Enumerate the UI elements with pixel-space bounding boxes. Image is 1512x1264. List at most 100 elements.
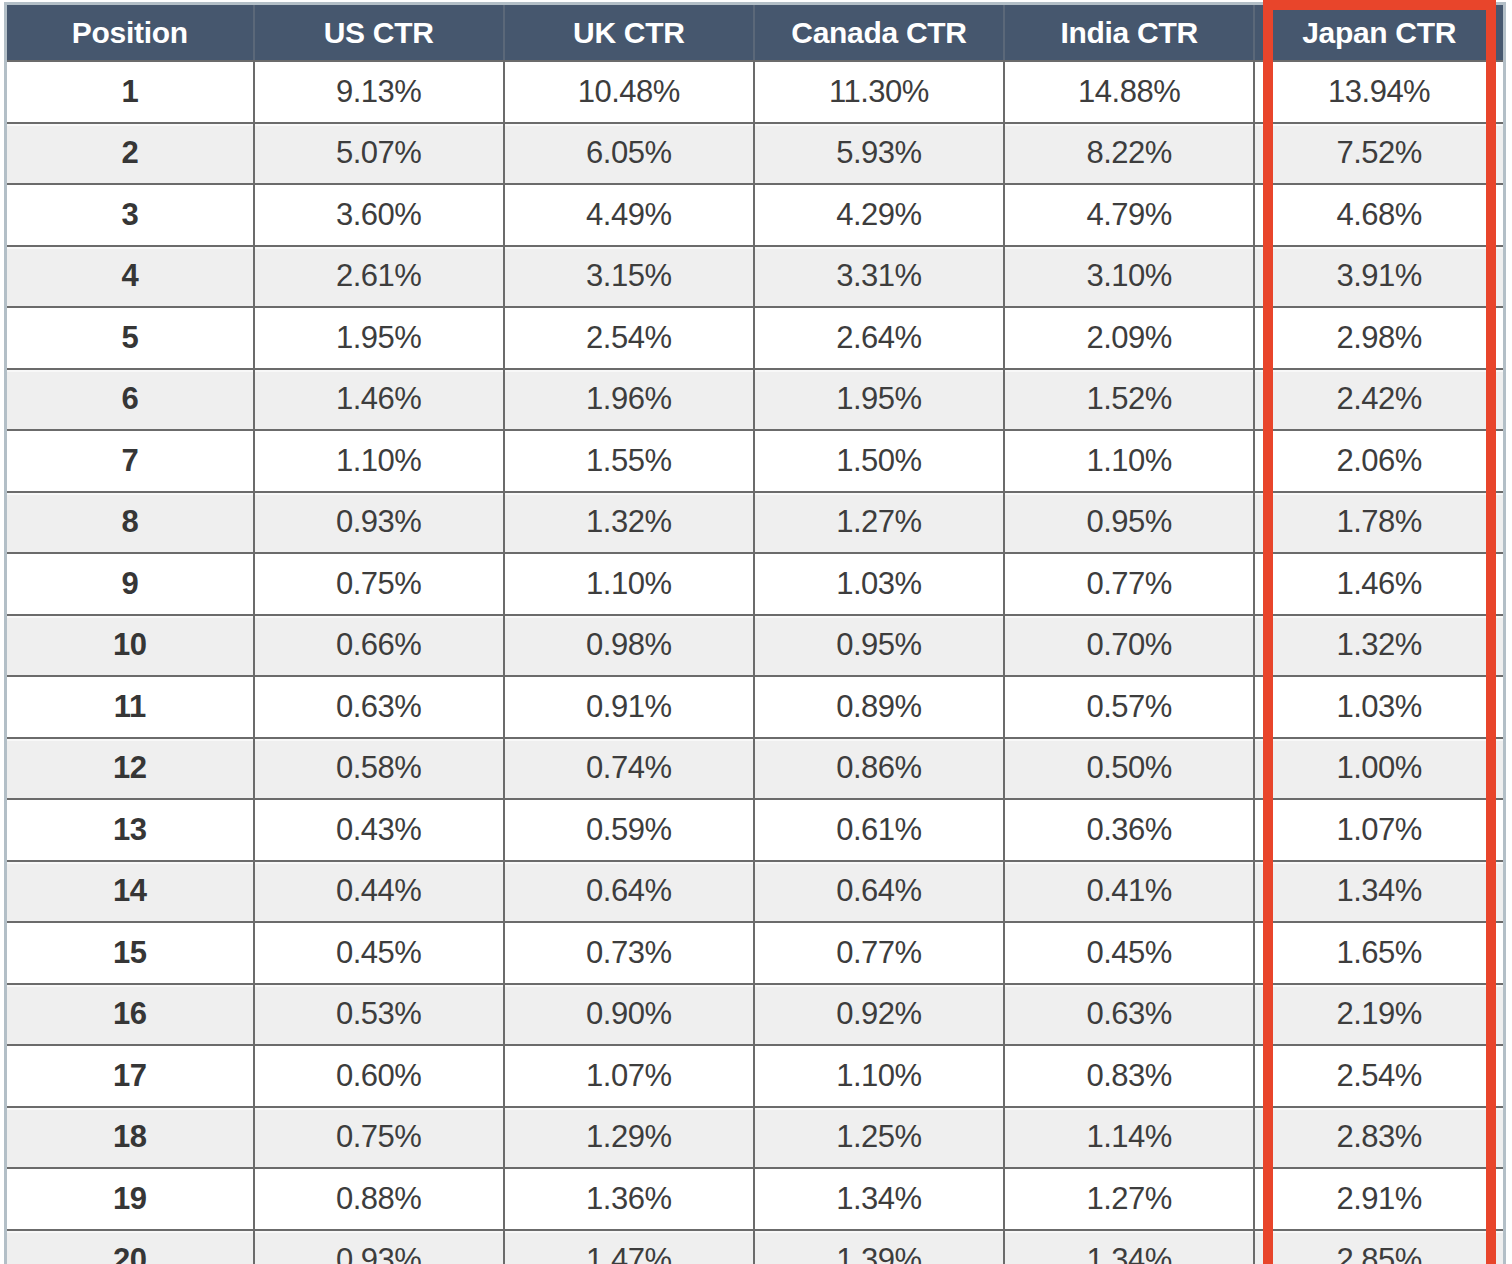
ctr-cell-us-ctr: 0.60% — [254, 1045, 504, 1107]
table-row: 160.53%0.90%0.92%0.63%2.19% — [6, 984, 1505, 1046]
ctr-cell-canada-ctr: 5.93% — [754, 123, 1004, 185]
ctr-cell-uk-ctr: 1.96% — [504, 369, 754, 431]
ctr-cell-us-ctr: 0.44% — [254, 861, 504, 923]
ctr-cell-uk-ctr: 0.98% — [504, 615, 754, 677]
ctr-cell-canada-ctr: 1.27% — [754, 492, 1004, 554]
ctr-cell-us-ctr: 0.45% — [254, 922, 504, 984]
ctr-cell-canada-ctr: 1.34% — [754, 1168, 1004, 1230]
ctr-cell-canada-ctr: 0.92% — [754, 984, 1004, 1046]
position-cell: 1 — [6, 61, 254, 123]
ctr-cell-india-ctr: 0.95% — [1004, 492, 1254, 554]
position-cell: 16 — [6, 984, 254, 1046]
table-row: 120.58%0.74%0.86%0.50%1.00% — [6, 738, 1505, 800]
ctr-cell-uk-ctr: 1.10% — [504, 553, 754, 615]
position-cell: 15 — [6, 922, 254, 984]
ctr-cell-india-ctr: 1.52% — [1004, 369, 1254, 431]
position-cell: 6 — [6, 369, 254, 431]
position-cell: 3 — [6, 184, 254, 246]
ctr-cell-canada-ctr: 1.95% — [754, 369, 1004, 431]
ctr-cell-canada-ctr: 1.25% — [754, 1107, 1004, 1169]
ctr-cell-us-ctr: 1.46% — [254, 369, 504, 431]
table-row: 19.13%10.48%11.30%14.88%13.94% — [6, 61, 1505, 123]
ctr-cell-india-ctr: 8.22% — [1004, 123, 1254, 185]
table-row: 190.88%1.36%1.34%1.27%2.91% — [6, 1168, 1505, 1230]
position-cell: 2 — [6, 123, 254, 185]
ctr-cell-canada-ctr: 1.03% — [754, 553, 1004, 615]
position-cell: 10 — [6, 615, 254, 677]
position-cell: 11 — [6, 676, 254, 738]
table-row: 100.66%0.98%0.95%0.70%1.32% — [6, 615, 1505, 677]
ctr-cell-india-ctr: 0.50% — [1004, 738, 1254, 800]
ctr-cell-us-ctr: 9.13% — [254, 61, 504, 123]
ctr-cell-canada-ctr: 0.77% — [754, 922, 1004, 984]
position-cell: 4 — [6, 246, 254, 308]
table-row: 51.95%2.54%2.64%2.09%2.98% — [6, 307, 1505, 369]
ctr-cell-japan-ctr: 1.00% — [1254, 738, 1504, 800]
position-cell: 14 — [6, 861, 254, 923]
ctr-cell-india-ctr: 0.41% — [1004, 861, 1254, 923]
position-cell: 13 — [6, 799, 254, 861]
table-row: 25.07%6.05%5.93%8.22%7.52% — [6, 123, 1505, 185]
ctr-cell-canada-ctr: 0.64% — [754, 861, 1004, 923]
table-row: 33.60%4.49%4.29%4.79%4.68% — [6, 184, 1505, 246]
ctr-cell-us-ctr: 0.88% — [254, 1168, 504, 1230]
ctr-cell-uk-ctr: 1.29% — [504, 1107, 754, 1169]
ctr-cell-uk-ctr: 0.59% — [504, 799, 754, 861]
ctr-cell-canada-ctr: 0.61% — [754, 799, 1004, 861]
page: PositionUS CTRUK CTRCanada CTRIndia CTRJ… — [0, 0, 1512, 1264]
ctr-cell-us-ctr: 0.43% — [254, 799, 504, 861]
ctr-cell-uk-ctr: 10.48% — [504, 61, 754, 123]
table-row: 71.10%1.55%1.50%1.10%2.06% — [6, 430, 1505, 492]
table-row: 150.45%0.73%0.77%0.45%1.65% — [6, 922, 1505, 984]
ctr-cell-japan-ctr: 2.83% — [1254, 1107, 1504, 1169]
position-cell: 17 — [6, 1045, 254, 1107]
ctr-cell-japan-ctr: 2.54% — [1254, 1045, 1504, 1107]
ctr-cell-canada-ctr: 0.86% — [754, 738, 1004, 800]
header-row: PositionUS CTRUK CTRCanada CTRIndia CTRJ… — [6, 4, 1505, 62]
ctr-cell-japan-ctr: 2.42% — [1254, 369, 1504, 431]
ctr-cell-canada-ctr: 2.64% — [754, 307, 1004, 369]
ctr-cell-uk-ctr: 0.74% — [504, 738, 754, 800]
position-cell: 8 — [6, 492, 254, 554]
ctr-cell-uk-ctr: 6.05% — [504, 123, 754, 185]
ctr-cell-japan-ctr: 13.94% — [1254, 61, 1504, 123]
ctr-cell-uk-ctr: 1.07% — [504, 1045, 754, 1107]
ctr-cell-japan-ctr: 4.68% — [1254, 184, 1504, 246]
ctr-cell-japan-ctr: 2.19% — [1254, 984, 1504, 1046]
ctr-cell-us-ctr: 5.07% — [254, 123, 504, 185]
ctr-cell-us-ctr: 0.75% — [254, 553, 504, 615]
ctr-cell-india-ctr: 0.70% — [1004, 615, 1254, 677]
ctr-cell-india-ctr: 1.34% — [1004, 1230, 1254, 1264]
ctr-cell-japan-ctr: 2.91% — [1254, 1168, 1504, 1230]
ctr-cell-us-ctr: 0.66% — [254, 615, 504, 677]
position-cell: 18 — [6, 1107, 254, 1169]
ctr-cell-us-ctr: 0.63% — [254, 676, 504, 738]
ctr-cell-canada-ctr: 1.10% — [754, 1045, 1004, 1107]
ctr-cell-uk-ctr: 3.15% — [504, 246, 754, 308]
ctr-cell-japan-ctr: 1.78% — [1254, 492, 1504, 554]
ctr-cell-japan-ctr: 1.07% — [1254, 799, 1504, 861]
ctr-cell-uk-ctr: 1.55% — [504, 430, 754, 492]
ctr-cell-uk-ctr: 1.47% — [504, 1230, 754, 1264]
ctr-cell-japan-ctr: 3.91% — [1254, 246, 1504, 308]
table-row: 140.44%0.64%0.64%0.41%1.34% — [6, 861, 1505, 923]
ctr-cell-us-ctr: 2.61% — [254, 246, 504, 308]
table-row: 61.46%1.96%1.95%1.52%2.42% — [6, 369, 1505, 431]
ctr-cell-india-ctr: 1.10% — [1004, 430, 1254, 492]
ctr-cell-uk-ctr: 0.90% — [504, 984, 754, 1046]
position-cell: 5 — [6, 307, 254, 369]
ctr-cell-canada-ctr: 0.89% — [754, 676, 1004, 738]
ctr-cell-uk-ctr: 4.49% — [504, 184, 754, 246]
column-header-india-ctr: India CTR — [1004, 4, 1254, 62]
table-row: 110.63%0.91%0.89%0.57%1.03% — [6, 676, 1505, 738]
table-row: 42.61%3.15%3.31%3.10%3.91% — [6, 246, 1505, 308]
position-cell: 12 — [6, 738, 254, 800]
column-header-canada-ctr: Canada CTR — [754, 4, 1004, 62]
ctr-cell-japan-ctr: 1.32% — [1254, 615, 1504, 677]
ctr-cell-canada-ctr: 11.30% — [754, 61, 1004, 123]
ctr-cell-japan-ctr: 1.03% — [1254, 676, 1504, 738]
column-header-position: Position — [6, 4, 254, 62]
ctr-cell-japan-ctr: 1.34% — [1254, 861, 1504, 923]
ctr-cell-india-ctr: 1.14% — [1004, 1107, 1254, 1169]
table-row: 130.43%0.59%0.61%0.36%1.07% — [6, 799, 1505, 861]
